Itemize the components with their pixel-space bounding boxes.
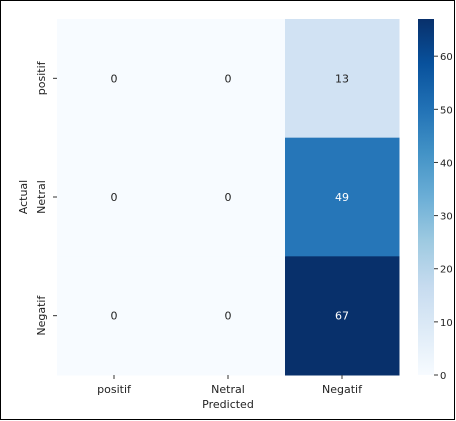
cell-value-label: 0 [111,191,118,204]
x-tick-label: Negatif [322,383,363,396]
cell-value-label: 67 [335,310,349,323]
heatmap-cell-0-0 [57,19,172,139]
y-tick-label: Netral [35,180,48,214]
colorbar-ticks: 0 10 20 30 40 50 60 [434,52,453,382]
cell-value-label: 13 [335,72,349,85]
colorbar-tick-label: 10 [440,318,453,329]
cell-value-label: 0 [111,310,118,323]
heatmap-cells [57,19,400,376]
heatmap-cell-0-2 [285,19,400,139]
heatmap-cell-1-0 [57,137,172,257]
colorbar-tick-label: 0 [440,371,446,382]
heatmap-cell-2-0 [57,256,172,376]
colorbar-tick-label: 20 [440,265,453,276]
colorbar-tick-label: 50 [440,105,453,116]
cell-value-label: 0 [225,72,232,85]
cell-value-label: 0 [225,310,232,323]
x-axis-ticks: positif Netral Negatif [97,375,363,396]
cell-value-label: 0 [111,72,118,85]
y-tick-label: positif [35,60,48,95]
heatmap-cell-1-2 [285,137,400,257]
cell-value-label: 49 [335,191,349,204]
x-tick-label: Netral [211,383,245,396]
heatmap-cell-2-2 [285,256,400,376]
x-tick-label: positif [97,383,132,396]
y-axis-ticks: positif Netral Negatif [35,60,57,336]
y-axis-title: Actual [17,180,30,214]
colorbar-tick-label: 40 [440,158,453,169]
heatmap-cell-2-1 [171,256,286,376]
heatmap-cell-1-1 [171,137,286,257]
heatmap-cell-0-1 [171,19,286,139]
cell-value-label: 0 [225,191,232,204]
heatmap-annotations: 0 0 13 0 0 49 0 0 67 [111,72,350,322]
colorbar-tick-label: 30 [440,212,453,223]
y-tick-label: Negatif [35,295,48,336]
colorbar-tick-label: 60 [440,52,453,63]
x-axis-title: Predicted [202,398,254,411]
colorbar [418,19,434,375]
